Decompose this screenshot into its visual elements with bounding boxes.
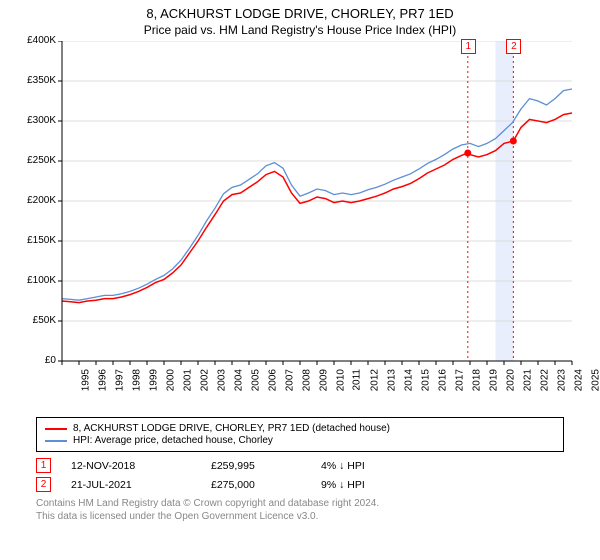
x-tick-label: 2015 xyxy=(420,369,431,391)
legend-swatch xyxy=(45,428,67,430)
x-tick-label: 1996 xyxy=(97,369,108,391)
chart-subtitle: Price paid vs. HM Land Registry's House … xyxy=(0,21,600,41)
x-tick-label: 2012 xyxy=(369,369,380,391)
chart-title: 8, ACKHURST LODGE DRIVE, CHORLEY, PR7 1E… xyxy=(0,0,600,21)
x-tick-label: 2019 xyxy=(488,369,499,391)
x-tick-label: 2017 xyxy=(454,369,465,391)
sale-marker-badge: 2 xyxy=(506,39,521,54)
sale-row: 2 21-JUL-2021£275,0009% ↓ HPI xyxy=(36,475,564,494)
x-tick-label: 2022 xyxy=(539,369,550,391)
x-tick-label: 2020 xyxy=(505,369,516,391)
x-tick-label: 1997 xyxy=(114,369,125,391)
legend-row: HPI: Average price, detached house, Chor… xyxy=(45,435,555,446)
chart-area: £0£50K£100K£150K£200K£250K£300K£350K£400… xyxy=(20,41,580,411)
legend-row: 8, ACKHURST LODGE DRIVE, CHORLEY, PR7 1E… xyxy=(45,423,555,434)
chart-container: 8, ACKHURST LODGE DRIVE, CHORLEY, PR7 1E… xyxy=(0,0,600,560)
sale-diff: 4% ↓ HPI xyxy=(321,460,365,472)
x-tick-label: 2006 xyxy=(267,369,278,391)
x-tick-label: 1995 xyxy=(80,369,91,391)
x-tick-label: 2016 xyxy=(437,369,448,391)
x-tick-label: 2024 xyxy=(573,369,584,391)
x-tick-label: 2007 xyxy=(284,369,295,391)
x-tick-label: 1999 xyxy=(148,369,159,391)
x-tick-label: 2003 xyxy=(216,369,227,391)
legend-label: HPI: Average price, detached house, Chor… xyxy=(73,435,273,446)
sales-table: 1 12-NOV-2018£259,9954% ↓ HPI 2 21-JUL-2021… xyxy=(36,456,564,494)
x-tick-label: 2002 xyxy=(199,369,210,391)
x-tick-label: 2013 xyxy=(386,369,397,391)
x-tick-label: 2000 xyxy=(165,369,176,391)
x-tick-label: 2021 xyxy=(522,369,533,391)
legend-label: 8, ACKHURST LODGE DRIVE, CHORLEY, PR7 1E… xyxy=(73,423,390,434)
x-tick-label: 2014 xyxy=(403,369,414,391)
plot-svg xyxy=(20,41,580,369)
x-tick-label: 2008 xyxy=(301,369,312,391)
x-tick-label: 2004 xyxy=(233,369,244,391)
sale-price: £259,995 xyxy=(211,460,321,472)
x-tick-label: 1998 xyxy=(131,369,142,391)
x-tick-label: 2005 xyxy=(250,369,261,391)
sale-row: 1 12-NOV-2018£259,9954% ↓ HPI xyxy=(36,456,564,475)
attribution-text: Contains HM Land Registry data © Crown c… xyxy=(36,498,564,523)
x-tick-label: 2018 xyxy=(471,369,482,391)
x-tick-label: 2011 xyxy=(352,369,363,391)
sale-row-badge: 1 xyxy=(36,458,51,473)
sale-diff: 9% ↓ HPI xyxy=(321,479,365,491)
x-tick-label: 2023 xyxy=(556,369,567,391)
sale-date: 12-NOV-2018 xyxy=(71,460,211,472)
sale-price: £275,000 xyxy=(211,479,321,491)
attribution-line1: Contains HM Land Registry data © Crown c… xyxy=(36,498,564,511)
sale-row-badge: 2 xyxy=(36,477,51,492)
x-tick-label: 2009 xyxy=(318,369,329,391)
sale-marker-badge: 1 xyxy=(461,39,476,54)
legend-box: 8, ACKHURST LODGE DRIVE, CHORLEY, PR7 1E… xyxy=(36,417,564,452)
x-tick-label: 2001 xyxy=(182,369,193,391)
attribution-line2: This data is licensed under the Open Gov… xyxy=(36,511,564,524)
x-tick-label: 2025 xyxy=(590,369,600,391)
legend-swatch xyxy=(45,440,67,442)
sale-date: 21-JUL-2021 xyxy=(71,479,211,491)
x-tick-label: 2010 xyxy=(335,369,346,391)
